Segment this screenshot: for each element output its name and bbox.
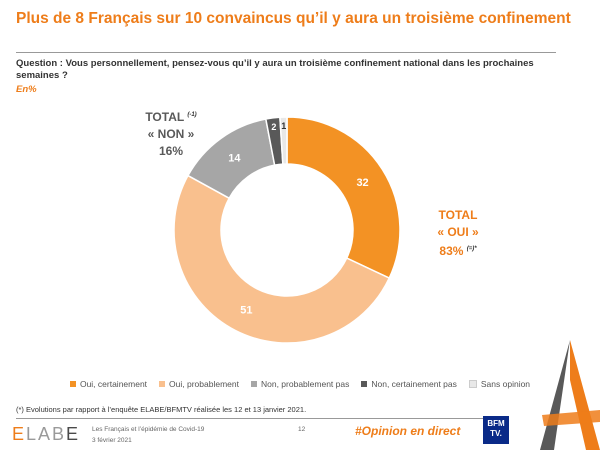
page-title: Plus de 8 Français sur 10 convaincus qu’… [16,10,571,27]
total-oui-label: TOTAL [438,208,478,222]
legend-label: Non, certainement pas [371,379,457,389]
legend-item: Oui, certainement [69,379,148,389]
total-non-callout: TOTAL (-1) « NON » 16% [128,107,214,160]
donut-data-label: 51 [240,305,252,317]
donut-slice-oui-certainement [286,116,401,280]
legend-swatch [468,380,477,388]
title-divider [16,52,556,53]
bfmtv-logo-line2: TV. [490,429,502,438]
legend-item: Non, certainement pas [361,379,457,389]
legend-swatch [159,381,166,387]
bfmtv-logo-line1: BFM [487,419,505,428]
footer-subject: Les Français et l’épidémie de Covid-19 [92,426,205,433]
donut-data-label: 1 [281,121,286,131]
bfmtv-logo: BFM TV. [483,416,509,444]
total-non-value: 16% [158,144,184,158]
survey-question: Question : Vous personnellement, pensez-… [16,58,534,81]
chart-legend: Oui, certainement Oui, probablement Non, p… [0,379,600,389]
legend-label: Sans opinion [480,379,531,389]
legend-item: Sans opinion [468,379,531,389]
total-oui-value: 83% [439,244,464,258]
total-oui-evolution: (=)* [466,246,477,252]
donut-data-label: 32 [356,177,368,189]
unit-label: En% [16,84,37,95]
donut-slice-oui-probablement [173,174,391,344]
legend-item: Oui, probablement [159,379,239,389]
legend-label: Oui, certainement [79,379,148,389]
donut-slice-sans-opinion [279,116,288,165]
decorative-triangle-icon [540,340,600,450]
total-non-evolution: (-1) [187,112,197,118]
total-oui-callout: TOTAL « OUI » 83% (=)* [420,207,496,260]
page-number: 12 [298,426,306,433]
footer-divider [16,418,486,419]
footnote: (*) Evolutions par rapport à l’enquête E… [16,405,307,414]
total-non-label: TOTAL [145,110,184,124]
legend-label: Non, probablement pas [260,379,350,389]
legend-swatch [69,381,76,387]
donut-data-label: 14 [228,153,241,165]
total-oui-name: « OUI » [437,225,479,239]
legend-item: Non, probablement pas [250,379,350,389]
hashtag: #Opinion en direct [355,424,461,438]
footer-date: 3 février 2021 [92,437,132,444]
legend-swatch [361,381,368,387]
total-non-name: « NON » [147,127,195,141]
elabe-logo: ELABE [12,424,81,444]
legend-swatch [250,381,257,387]
donut-data-label: 2 [271,122,276,132]
legend-label: Oui, probablement [169,379,239,389]
